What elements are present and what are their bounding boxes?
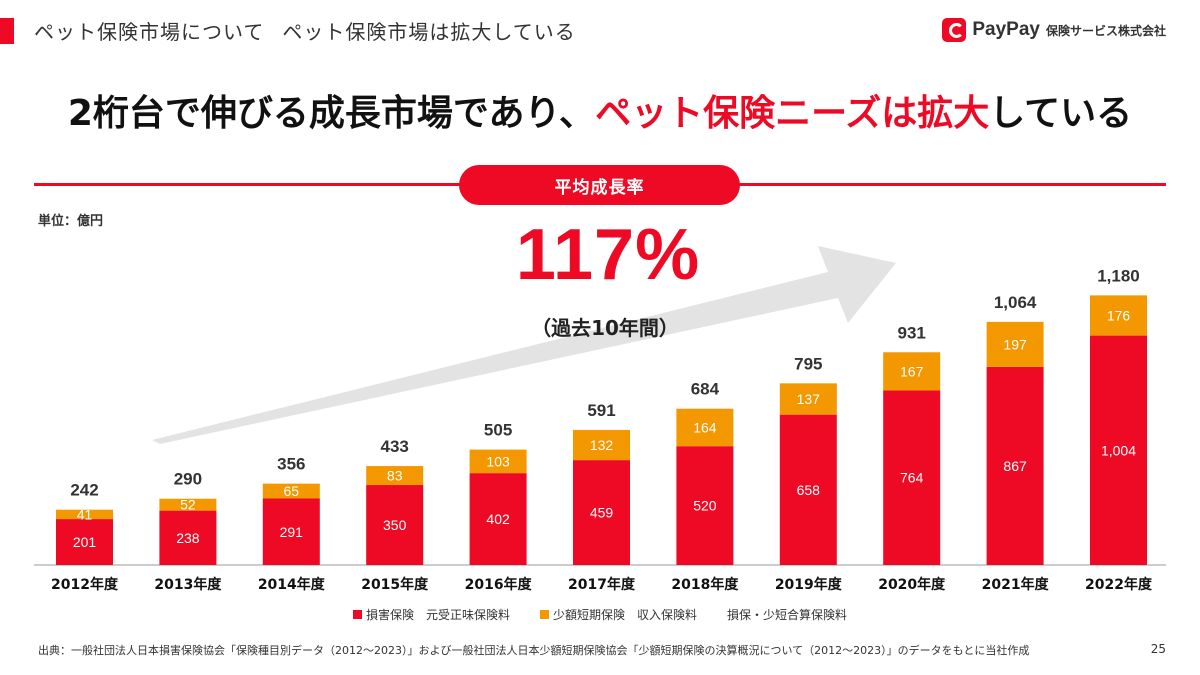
chart-legend: 損害保険 元受正味保険料 少額短期保険 収入保険料 損保・少短合算保険料 bbox=[0, 606, 1200, 623]
bar-secondary bbox=[573, 429, 630, 461]
bar-primary bbox=[986, 366, 1044, 565]
headline-part1: 2桁台で伸びる成長市場であり、 bbox=[67, 93, 596, 134]
company-logo: PayPay 保険サービス株式会社 bbox=[942, 18, 1166, 42]
legend-item-total: 損保・少短合算保険料 bbox=[727, 606, 847, 623]
bar-total-label: 684 bbox=[691, 380, 720, 399]
bar-secondary-label: 137 bbox=[797, 391, 821, 407]
x-tick-label: 2016年度 bbox=[465, 576, 533, 593]
bar-total-label: 505 bbox=[484, 421, 512, 440]
bar-secondary bbox=[469, 449, 527, 474]
bar-primary-label: 291 bbox=[280, 524, 304, 540]
bar-secondary-label: 167 bbox=[900, 363, 924, 379]
bar-secondary-label: 65 bbox=[284, 483, 300, 499]
bar-secondary-label: 197 bbox=[1003, 336, 1027, 352]
bar-secondary-label: 176 bbox=[1107, 307, 1131, 323]
bar-total-label: 1,180 bbox=[1097, 266, 1140, 285]
bar-secondary bbox=[986, 321, 1044, 367]
x-tick-label: 2022年度 bbox=[1085, 576, 1153, 593]
legend-item-primary: 損害保険 元受正味保険料 bbox=[352, 606, 510, 623]
bar-primary-label: 459 bbox=[590, 505, 614, 521]
bar-total-label: 242 bbox=[70, 481, 98, 500]
bar-secondary-label: 83 bbox=[387, 468, 403, 484]
bar-secondary bbox=[159, 498, 217, 511]
bar-secondary bbox=[779, 383, 837, 415]
header-subtitle: ペット保険市場は拡大している bbox=[282, 20, 576, 44]
bar-secondary bbox=[366, 466, 424, 486]
bar-primary-label: 201 bbox=[73, 534, 97, 550]
source-footnote: 出典：一般社団法人日本損害保険協会「保険種目別データ（2012～2023）」およ… bbox=[38, 644, 1030, 657]
growth-rate-period: （過去10年間） bbox=[531, 316, 679, 340]
bar-total-label: 931 bbox=[898, 323, 926, 342]
x-tick-label: 2017年度 bbox=[568, 576, 636, 593]
bar-primary bbox=[159, 510, 217, 565]
bar-primary bbox=[779, 414, 837, 565]
x-tick-label: 2018年度 bbox=[671, 576, 739, 593]
bar-secondary-label: 164 bbox=[693, 419, 717, 435]
legend-swatch-primary bbox=[352, 610, 362, 619]
bar-primary-label: 1,004 bbox=[1101, 442, 1136, 458]
growth-rate-value: 117% bbox=[515, 215, 701, 295]
x-tick-label: 2014年度 bbox=[258, 576, 326, 593]
bar-secondary bbox=[676, 408, 734, 447]
legend-label-primary: 損害保険 元受正味保険料 bbox=[365, 608, 510, 622]
legend-label-total: 損保・少短合算保険料 bbox=[727, 608, 848, 622]
bar-total-label: 795 bbox=[794, 354, 822, 373]
header: ペット保険市場について ペット保険市場は拡大している bbox=[34, 16, 576, 45]
growth-rate-pill: 平均成長率 bbox=[459, 165, 740, 205]
page-number: 25 bbox=[1150, 642, 1166, 656]
bar-primary bbox=[469, 473, 527, 565]
bar-primary-label: 402 bbox=[486, 511, 510, 527]
logo-company: 保険サービス株式会社 bbox=[1045, 23, 1166, 38]
x-tick-label: 2012年度 bbox=[51, 576, 119, 593]
header-title: ペット保険市場について bbox=[34, 20, 265, 44]
header-accent-bar bbox=[0, 18, 14, 44]
bar-primary bbox=[573, 460, 630, 565]
bar-primary-label: 764 bbox=[900, 470, 924, 486]
bar-secondary bbox=[56, 509, 113, 520]
x-tick-label: 2020年度 bbox=[878, 576, 946, 593]
bar-secondary bbox=[883, 352, 941, 391]
bar-primary bbox=[1090, 335, 1147, 565]
x-tick-label: 2015年度 bbox=[361, 576, 429, 593]
bar-secondary-label: 52 bbox=[180, 497, 196, 513]
unit-label: 単位：億円 bbox=[38, 214, 104, 229]
headline: 2桁台で伸びる成長市場であり、ペット保険ニーズは拡大している bbox=[0, 84, 1200, 136]
bar-total-label: 1,064 bbox=[994, 293, 1037, 312]
growth-arrow bbox=[152, 246, 896, 444]
bar-secondary-label: 103 bbox=[486, 453, 510, 469]
paypay-logo-icon bbox=[942, 18, 967, 42]
bar-primary-label: 350 bbox=[383, 517, 407, 533]
x-tick-label: 2021年度 bbox=[982, 576, 1050, 593]
bar-total-label: 591 bbox=[587, 401, 615, 420]
bar-secondary-label: 132 bbox=[590, 437, 614, 453]
bar-secondary bbox=[1090, 295, 1147, 336]
x-tick-label: 2013年度 bbox=[154, 576, 222, 593]
bar-primary-label: 867 bbox=[1003, 458, 1027, 474]
legend-label-secondary: 少額短期保険 収入保険料 bbox=[552, 608, 697, 622]
headline-part2: している bbox=[989, 93, 1133, 134]
bar-total-label: 290 bbox=[174, 470, 202, 489]
bar-primary bbox=[366, 485, 424, 565]
bar-total-label: 433 bbox=[381, 437, 409, 456]
bar-primary bbox=[56, 519, 113, 565]
bar-primary-label: 238 bbox=[176, 530, 200, 546]
legend-item-secondary: 少額短期保険 収入保険料 bbox=[539, 606, 697, 623]
bar-secondary bbox=[262, 483, 320, 499]
bar-secondary-label: 41 bbox=[77, 506, 93, 522]
bar-primary bbox=[676, 446, 734, 565]
bar-primary-label: 658 bbox=[797, 482, 821, 498]
logo-brand: PayPay bbox=[972, 19, 1040, 40]
bar-primary-label: 520 bbox=[693, 498, 717, 514]
legend-swatch-secondary bbox=[539, 610, 549, 619]
bar-total-label: 356 bbox=[277, 455, 305, 474]
x-tick-label: 2019年度 bbox=[775, 576, 843, 593]
bar-primary bbox=[883, 390, 941, 565]
headline-highlight: ペット保険ニーズは拡大 bbox=[595, 93, 990, 134]
bar-primary bbox=[262, 498, 320, 565]
